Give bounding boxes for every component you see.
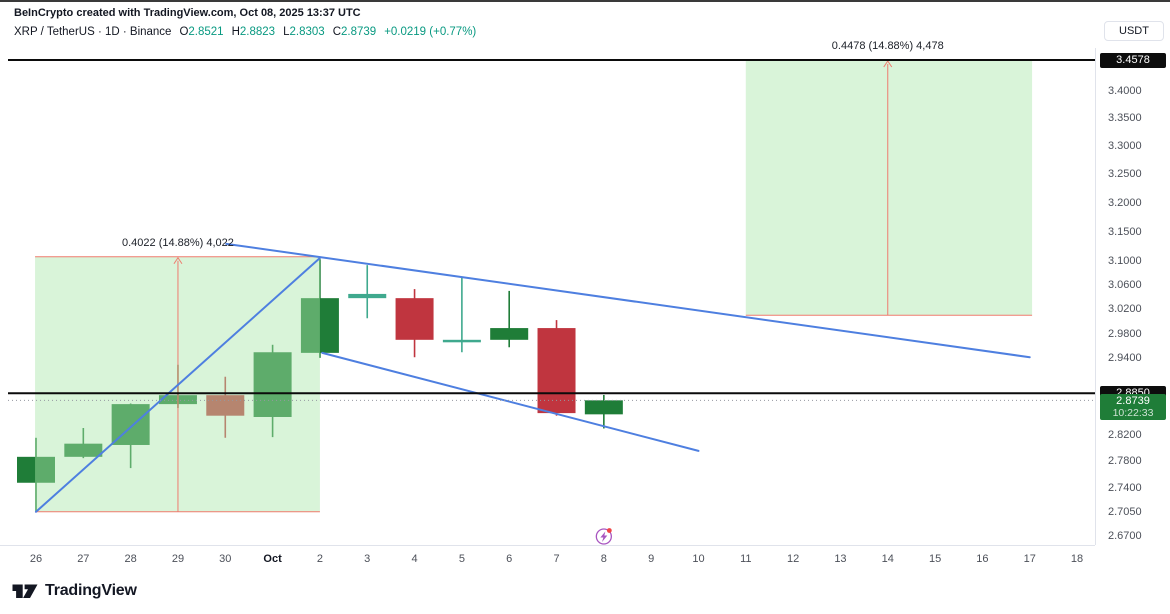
candle-body-Sep 26[interactable]: [17, 456, 55, 483]
time-tick-15: 15: [928, 553, 942, 565]
time-axis[interactable]: 26 27 28 29 30 Oct 2 3 4 5 6 7 8 9 10 11 12 13 14 15 16 17 18: [0, 545, 1095, 575]
price-tick-2.9400: 2.9400: [1108, 352, 1142, 365]
time-tick-10: 10: [692, 553, 705, 565]
time-tick-13: 13: [834, 553, 847, 565]
tradingview-logo-text: TradingView: [45, 582, 137, 599]
time-tick-18: 18: [1070, 553, 1084, 565]
time-tick-26: 26: [29, 553, 43, 565]
attribution-text: BeInCrypto created with TradingView.com,…: [14, 7, 361, 19]
time-tick-9: 9: [648, 553, 655, 565]
time-tick-27: 27: [77, 553, 90, 565]
price-axis-separator: [1095, 48, 1096, 545]
tradingview-logo-icon: [12, 584, 38, 598]
price-tick-2.9800: 2.9800: [1108, 327, 1142, 340]
time-axis-separator: [0, 545, 1095, 546]
symbol-title[interactable]: XRP / TetherUS · 1D · Binance: [14, 26, 172, 38]
price-range-box[interactable]: [745, 60, 1033, 316]
price-tick-3.2500: 3.2500: [1108, 168, 1142, 181]
price-tick-3.3500: 3.3500: [1108, 112, 1142, 125]
price-tick-2.7800: 2.7800: [1108, 455, 1142, 468]
time-tick-30: 30: [219, 553, 232, 565]
price-tick-2.7400: 2.7400: [1108, 482, 1142, 495]
time-tick-6: 6: [506, 553, 513, 565]
range-arrowhead-icon: [173, 256, 183, 264]
time-tick-16: 16: [976, 553, 989, 565]
time-tick-7: 7: [553, 553, 560, 565]
time-tick-5: 5: [458, 553, 465, 565]
time-tick-12: 12: [786, 553, 800, 565]
ohlc-low: L2.8303: [283, 26, 325, 38]
candle-body-Oct 8[interactable]: [584, 400, 623, 415]
candle-body-Sep 27[interactable]: [64, 443, 103, 457]
chart-legend[interactable]: XRP / TetherUS · 1D · Binance O2.8521 H2…: [14, 26, 476, 38]
ohlc-change: +0.0219 (+0.77%): [384, 26, 477, 38]
price-tick-3.2000: 3.2000: [1108, 196, 1142, 209]
price-axis[interactable]: 3.4000 3.3500 3.3000 3.2500 3.2000 3.1500 3.10…: [1095, 0, 1170, 575]
candle-body-Oct 2[interactable]: [300, 298, 339, 353]
ohlc-high: H2.8823: [231, 26, 276, 38]
price-level-badge-upper: 3.4578: [1100, 52, 1166, 68]
time-tick-Oct: Oct: [263, 553, 282, 565]
tradingview-logo[interactable]: TradingView: [12, 580, 137, 602]
trendline-lower-support[interactable]: [321, 351, 700, 452]
candle-body-Oct 7[interactable]: [537, 328, 576, 414]
price-tick-2.6700: 2.6700: [1108, 529, 1142, 542]
time-tick-17: 17: [1023, 553, 1036, 565]
candle-body-Oct 6[interactable]: [490, 328, 529, 340]
time-tick-3: 3: [364, 553, 371, 565]
ohlc-open: O2.8521: [179, 26, 224, 38]
range-measure-label-1: 0.4478 (14.88%) 4,478: [831, 40, 944, 52]
price-tick-3.0600: 3.0600: [1108, 278, 1142, 291]
time-tick-4: 4: [411, 553, 418, 565]
time-tick-29: 29: [171, 553, 185, 565]
lightning-bolt-glyph: [600, 531, 608, 542]
candle-body-Sep 30[interactable]: [206, 395, 245, 416]
price-tick-3.1000: 3.1000: [1108, 254, 1142, 267]
candle-body-Oct 5[interactable]: [442, 339, 481, 343]
trendline-rising-support[interactable]: [35, 257, 321, 513]
price-tick-3.4000: 3.4000: [1108, 85, 1142, 98]
price-tick-3.1500: 3.1500: [1108, 225, 1142, 238]
price-tick-2.7050: 2.7050: [1108, 505, 1142, 518]
time-tick-2: 2: [316, 553, 323, 565]
range-measure-label-0: 0.4022 (14.88%) 4,022: [121, 236, 234, 249]
time-tick-11: 11: [740, 553, 752, 565]
time-tick-28: 28: [124, 553, 137, 565]
bar-countdown: 10:22:33: [1112, 407, 1154, 420]
price-tick-2.8200: 2.8200: [1108, 429, 1142, 442]
window-top-border: [0, 0, 1170, 2]
last-price-value: 2.8739: [1116, 395, 1150, 408]
candle-body-Oct 4[interactable]: [395, 298, 434, 340]
price-tick-3.3000: 3.3000: [1108, 139, 1142, 152]
ohlc-close: C2.8739: [332, 26, 377, 38]
event-notification-dot: [606, 528, 612, 533]
time-tick-14: 14: [881, 553, 894, 565]
time-tick-8: 8: [600, 553, 607, 565]
currency-button[interactable]: USDT: [1104, 21, 1164, 41]
last-price-badge: 2.8739 10:22:33: [1100, 394, 1166, 421]
price-tick-3.0200: 3.0200: [1108, 303, 1142, 316]
trendline-upper-resistance[interactable]: [225, 242, 1031, 359]
candle-body-Oct 3[interactable]: [348, 293, 387, 299]
candle-body-Oct 1[interactable]: [253, 352, 292, 417]
